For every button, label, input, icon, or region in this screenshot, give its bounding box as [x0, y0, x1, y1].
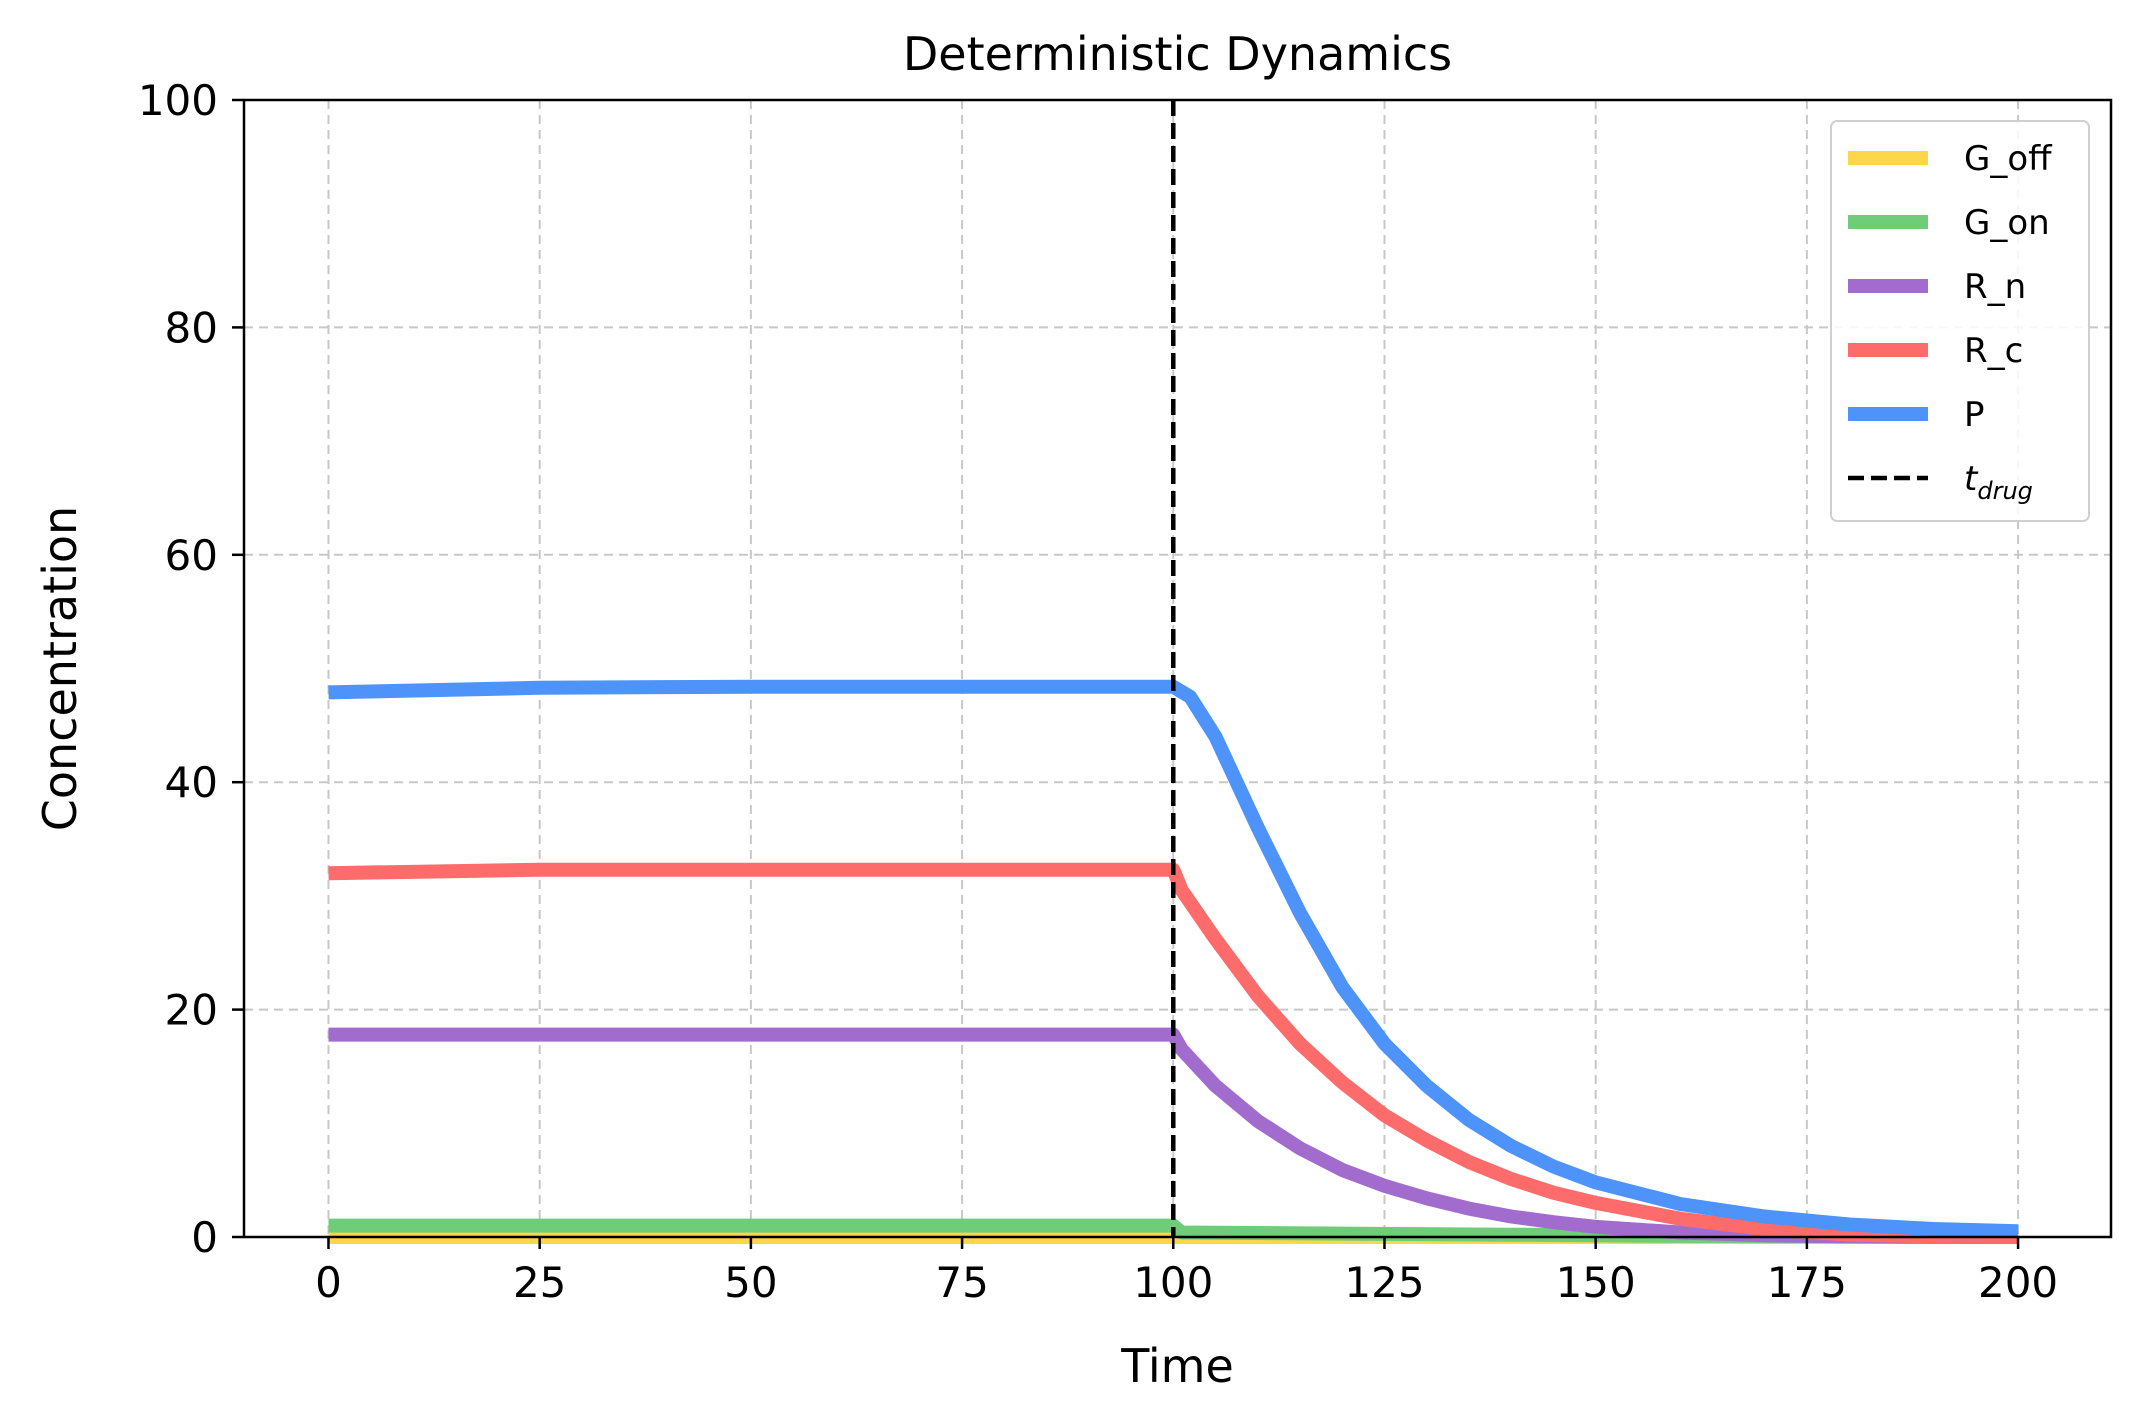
y-axis-label: Concentration [33, 506, 87, 831]
chart-title: Deterministic Dynamics [903, 27, 1452, 81]
series-line-r-c [328, 862, 2019, 1244]
x-axis-label: Time [1120, 1339, 1234, 1393]
x-tick-label: 125 [1344, 1258, 1424, 1307]
x-tick-label: 75 [935, 1258, 988, 1307]
plot-frame [242, 98, 2113, 1239]
x-tick-label: 25 [513, 1258, 566, 1307]
legend-box [1830, 120, 2090, 522]
legend-label-g-on: G_on [1964, 203, 2050, 243]
x-tick-label: 100 [1133, 1258, 1213, 1307]
x-tick-label: 175 [1767, 1258, 1847, 1307]
series-line-p [328, 679, 2019, 1239]
x-tick-label: 0 [315, 1258, 342, 1307]
y-tick-label: 0 [191, 1213, 218, 1262]
legend-label-drug: tdrug [1964, 459, 2033, 505]
legend-label-r-c: R_c [1964, 331, 2023, 371]
y-tick-label: 60 [165, 531, 218, 580]
y-tick-label: 40 [165, 758, 218, 807]
axis-ticks: 0 25 50 75 100 125 150 175 200 0 20 40 60 80 100 [138, 76, 2058, 1307]
y-tick-label: 100 [138, 76, 218, 125]
x-tick-label: 50 [724, 1258, 777, 1307]
x-tick-label: 200 [1978, 1258, 2058, 1307]
legend-label-r-n: R_n [1964, 267, 2026, 307]
series-line-r-n [328, 1027, 2019, 1244]
legend-label-g-off: G_off [1964, 139, 2053, 179]
legend-label-p: P [1964, 395, 1985, 435]
y-tick-label: 80 [165, 303, 218, 352]
x-tick-label: 150 [1556, 1258, 1636, 1307]
y-tick-label: 20 [165, 986, 218, 1035]
